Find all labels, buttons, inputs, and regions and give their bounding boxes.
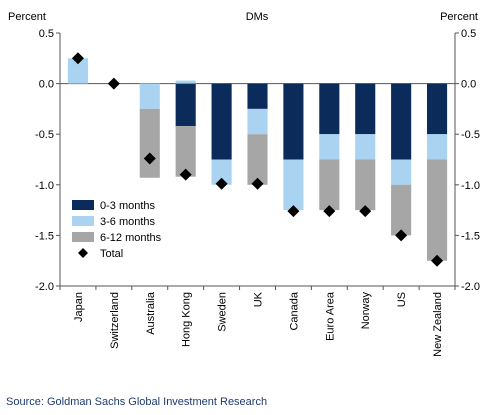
- right-tick-label: -1.5: [461, 230, 480, 242]
- right-tick-label: 0.0: [461, 79, 476, 91]
- bar-6-12-months-new-zealand: [426, 159, 448, 261]
- total-marker-australia: [143, 152, 156, 165]
- bar-3-6-months-new-zealand: [426, 134, 448, 160]
- left-tick-label: 0.5: [39, 28, 54, 40]
- category-label-sweden: Sweden: [217, 292, 229, 332]
- category-label-australia: Australia: [145, 291, 157, 335]
- bar-3-6-months-japan: [67, 58, 89, 84]
- bar-3-6-months-canada: [283, 159, 304, 211]
- chart-title: DMs: [246, 11, 269, 23]
- right-tick-label: -2.0: [461, 281, 480, 293]
- total-marker-switzerland: [107, 77, 120, 90]
- bar-0-3-months-euro-area: [319, 83, 340, 135]
- category-label-norway: Norway: [360, 292, 372, 330]
- category-label-euro-area: Euro Area: [324, 291, 336, 341]
- bar-3-6-months-sweden: [211, 159, 232, 185]
- legend-marker-total: [78, 248, 88, 258]
- legend-swatch-6-12-months: [72, 232, 94, 242]
- right-axis-label: Percent: [440, 11, 478, 23]
- bar-3-6-months-australia: [139, 83, 160, 109]
- category-label-us: US: [396, 292, 408, 307]
- total-marker-norway: [359, 205, 372, 218]
- bar-3-6-months-us: [391, 159, 412, 185]
- left-tick-label: -0.5: [35, 129, 54, 141]
- left-tick-label: 0.0: [39, 79, 54, 91]
- bar-3-6-months-norway: [355, 134, 376, 160]
- bar-0-3-months-hong-kong: [175, 83, 196, 127]
- bar-0-3-months-uk: [247, 83, 268, 109]
- total-marker-sweden: [215, 177, 228, 190]
- plot-area: 0.5 0.5 0.0 0.0 -0.5 -0.5 -1.0 -1.0 -1.5 -1.5 -2.0…: [35, 28, 480, 357]
- legend-label-6-12-months: 6-12 months: [100, 232, 162, 244]
- bar-0-3-months-new-zealand: [426, 83, 448, 135]
- bar-0-3-months-us: [391, 83, 412, 160]
- total-marker-new-zealand: [431, 254, 444, 267]
- bar-0-3-months-sweden: [211, 83, 232, 160]
- bar-6-12-months-euro-area: [319, 159, 340, 211]
- total-marker-japan: [71, 52, 84, 65]
- total-marker-us: [395, 229, 408, 242]
- left-tick-label: -1.0: [35, 180, 54, 192]
- bar-6-12-months-australia: [139, 108, 160, 178]
- legend-swatch-3-6-months: [72, 216, 94, 226]
- right-tick-label: -1.0: [461, 180, 480, 192]
- bar-6-12-months-us: [391, 184, 412, 236]
- bar-3-6-months-hong-kong: [175, 80, 196, 84]
- bar-0-3-months-norway: [355, 83, 376, 135]
- total-marker-uk: [251, 177, 264, 190]
- left-tick-label: -1.5: [35, 230, 54, 242]
- total-marker-hong-kong: [179, 168, 192, 181]
- category-label-hong-kong: Hong Kong: [181, 292, 193, 347]
- category-label-uk: UK: [253, 291, 265, 307]
- legend-label-total: Total: [100, 248, 123, 260]
- category-label-new-zealand: New Zealand: [432, 292, 444, 357]
- left-axis-label: Percent: [8, 11, 46, 23]
- bar-6-12-months-norway: [355, 159, 376, 211]
- total-marker-canada: [287, 205, 300, 218]
- category-label-canada: Canada: [288, 291, 300, 330]
- bar-6-12-months-uk: [247, 134, 268, 185]
- legend-label-0-3-months: 0-3 months: [100, 200, 156, 212]
- total-marker-euro-area: [323, 205, 336, 218]
- left-tick-label: -2.0: [35, 281, 54, 293]
- legend-label-3-6-months: 3-6 months: [100, 216, 156, 228]
- category-label-switzerland: Switzerland: [109, 292, 121, 349]
- category-label-japan: Japan: [73, 292, 85, 322]
- bar-6-12-months-hong-kong: [175, 126, 196, 177]
- right-tick-label: 0.5: [461, 28, 476, 40]
- source-note: Source: Goldman Sachs Global Investment …: [6, 396, 268, 408]
- bar-3-6-months-uk: [247, 108, 268, 135]
- bar-0-3-months-canada: [283, 83, 304, 160]
- legend-swatch-0-3-months: [72, 200, 94, 210]
- right-tick-label: -0.5: [461, 129, 480, 141]
- bar-3-6-months-euro-area: [319, 134, 340, 160]
